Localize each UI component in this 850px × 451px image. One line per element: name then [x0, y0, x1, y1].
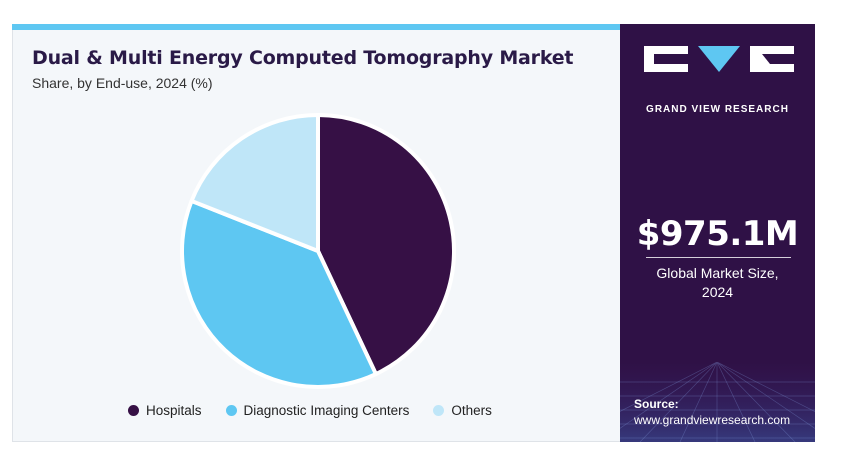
sidebar-panel: GRAND VIEW RESEARCH $975.1M Global Marke… — [620, 24, 815, 442]
pie-chart — [180, 113, 456, 389]
legend-item: Hospitals — [128, 403, 202, 418]
accent-bar — [12, 24, 620, 30]
pie-slice-diagnostic-imaging-centers — [180, 198, 378, 389]
legend-swatch — [433, 404, 445, 416]
market-size-caption: Global Market Size, 2024 — [656, 265, 779, 300]
divider — [646, 257, 791, 258]
source-label: Source: — [634, 397, 679, 411]
chart-title: Dual & Multi Energy Computed Tomography … — [32, 47, 574, 69]
pie-slice-hospitals — [316, 113, 456, 377]
legend-label: Hospitals — [146, 402, 202, 418]
source-link[interactable]: www.grandviewresearch.com — [634, 413, 791, 427]
grid-decoration-icon — [620, 362, 815, 442]
brand-name: GRAND VIEW RESEARCH — [646, 104, 789, 115]
grand-view-research-logo-icon — [644, 46, 794, 72]
legend-item: Others — [433, 403, 492, 418]
legend-label: Diagnostic Imaging Centers — [243, 402, 410, 418]
legend-swatch — [128, 404, 139, 416]
legend: Hospitals Diagnostic Imaging Centers Other… — [128, 400, 492, 420]
market-size-value: $975.1M — [636, 214, 799, 254]
legend-swatch — [225, 404, 237, 416]
chart-subtitle: Share, by End-use, 2024 (%) — [32, 75, 213, 91]
pie-slice-others — [189, 113, 320, 253]
legend-item: Diagnostic Imaging Centers — [225, 402, 410, 418]
legend-label: Others — [451, 402, 492, 418]
